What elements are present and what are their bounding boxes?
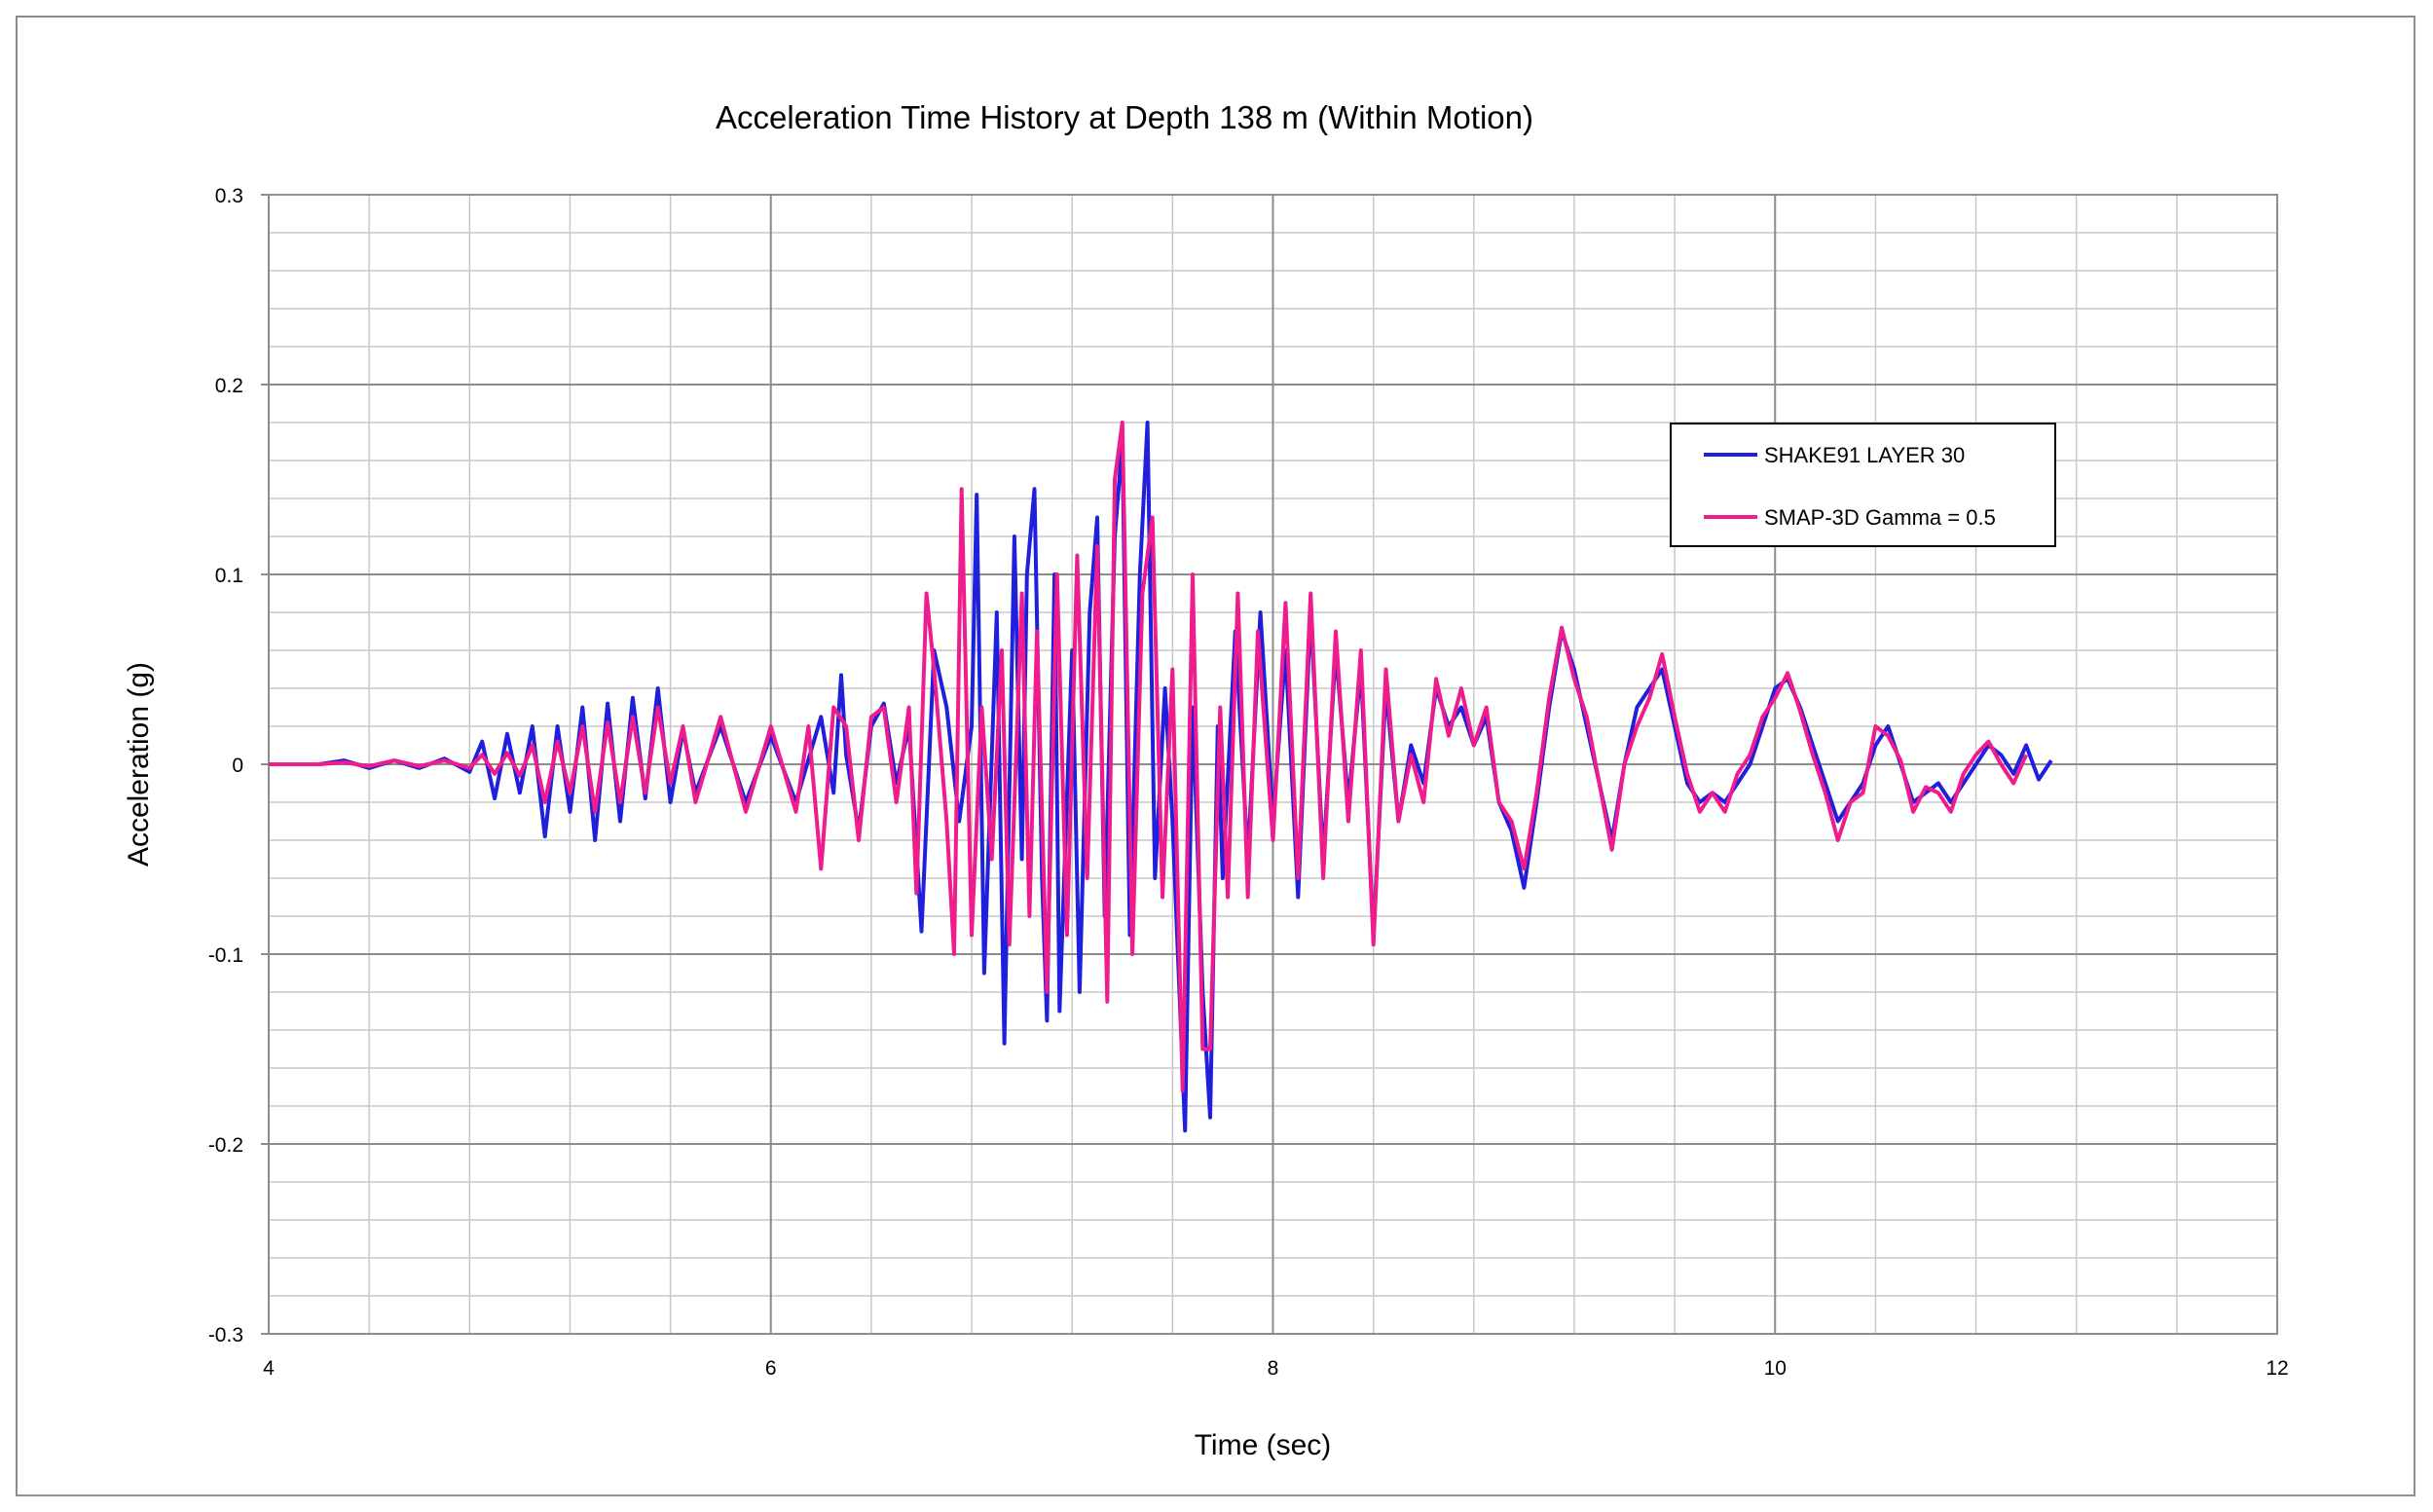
y-tick-label: 0 (232, 755, 243, 777)
chart-title: Acceleration Time History at Depth 138 m… (716, 99, 1533, 135)
y-tick-label: 0.2 (215, 375, 243, 397)
y-tick-label: -0.1 (208, 944, 243, 967)
x-tick-label: 6 (765, 1357, 777, 1380)
y-axis-label: Acceleration (g) (123, 662, 155, 867)
y-tick-label: 0.3 (215, 185, 243, 207)
legend: SHAKE91 LAYER 30 SMAP-3D Gamma = 0.5 (1670, 423, 2056, 547)
y-tick-label: 0.1 (215, 565, 243, 587)
legend-label-shake91: SHAKE91 LAYER 30 (1764, 443, 1965, 467)
series-line-shake91 (269, 421, 2053, 1133)
legend-box (1670, 423, 2056, 547)
x-tick-label: 10 (1764, 1357, 1787, 1380)
series-layer (269, 421, 2053, 1133)
x-tick-label: 4 (263, 1357, 275, 1380)
series-line-smap3d (269, 421, 2028, 1093)
x-axis-tick-labels: 4 6 8 10 12 (263, 1357, 2289, 1380)
y-tick-label: -0.2 (208, 1134, 243, 1157)
x-tick-label: 12 (2266, 1357, 2288, 1380)
legend-label-smap3d: SMAP-3D Gamma = 0.5 (1764, 505, 1996, 530)
x-tick-label: 8 (1268, 1357, 1279, 1380)
y-tick-label: -0.3 (208, 1324, 243, 1346)
y-axis-tick-labels: -0.3 -0.2 -0.1 0 0.1 0.2 0.3 (208, 185, 243, 1346)
x-axis-label: Time (sec) (1195, 1429, 1332, 1461)
